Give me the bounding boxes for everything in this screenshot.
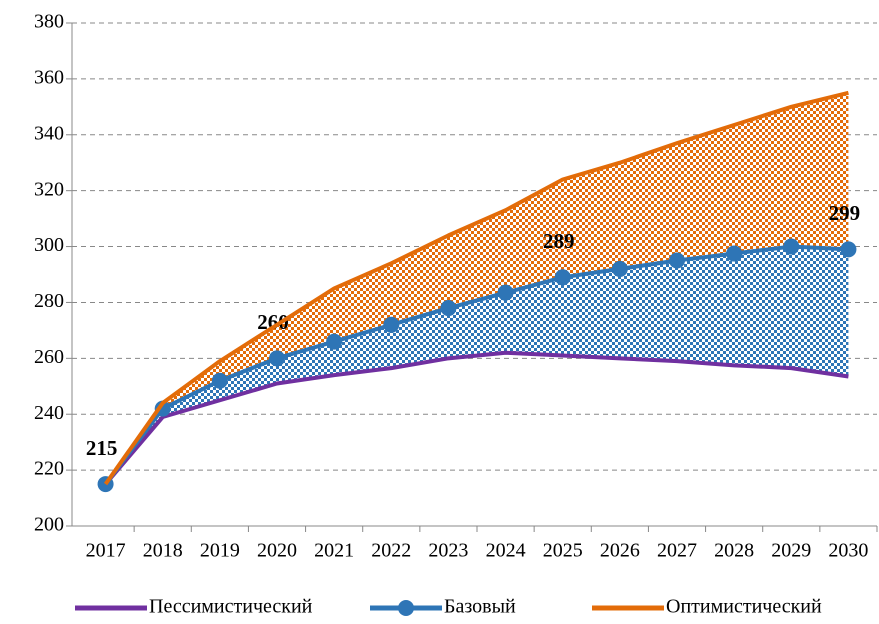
series-line [103,244,849,486]
y-tick-label: 280 [34,290,64,312]
x-tick-label: 2022 [371,540,411,562]
point-marker [211,372,228,389]
x-tick-label: 2018 [143,540,183,562]
x-tick-label: 2017 [86,540,126,562]
point-marker [269,350,285,367]
point-marker [326,333,343,350]
data-label: 215 [86,436,118,460]
point-marker [783,238,800,255]
point-marker [611,260,628,277]
point-marker [440,300,457,317]
x-tick-label: 2025 [543,540,583,562]
data-label: 289 [543,229,575,253]
data-label: 299 [829,201,861,225]
point-marker [840,241,857,258]
point-marker [154,400,171,417]
y-tick-label: 240 [34,402,64,424]
band-area [105,92,849,485]
y-tick-label: 300 [34,234,64,256]
band-area [105,246,849,485]
series-line [104,350,849,486]
x-tick-label: 2021 [314,540,354,562]
x-tick-label: 2028 [714,540,754,562]
point-marker [497,284,514,301]
x-tick-label: 2020 [257,540,297,562]
x-tick-label: 2029 [771,540,811,562]
y-tick-label: 220 [34,458,64,480]
legend-marker [398,600,414,616]
y-tick-label: 320 [34,178,64,200]
x-tick-label: 2023 [428,540,468,562]
legend-label: Оптимистический [666,596,822,618]
y-tick-label: 260 [34,346,64,368]
y-tick-label: 340 [34,122,64,144]
y-tick-label: 360 [34,66,64,88]
x-tick-label: 2026 [600,540,640,562]
point-marker [669,252,685,269]
y-tick-label: 380 [34,11,64,33]
legend-label: Базовый [444,596,516,618]
legend-label: Пессимистический [149,596,313,618]
point-marker [383,316,400,333]
x-tick-label: 2024 [486,540,526,562]
point-marker [554,269,571,286]
x-tick-label: 2019 [200,540,240,562]
y-tick-label: 200 [34,514,64,536]
x-tick-label: 2030 [828,540,868,562]
point-marker [726,245,743,262]
series-line [103,90,849,486]
x-tick-label: 2027 [657,540,697,562]
